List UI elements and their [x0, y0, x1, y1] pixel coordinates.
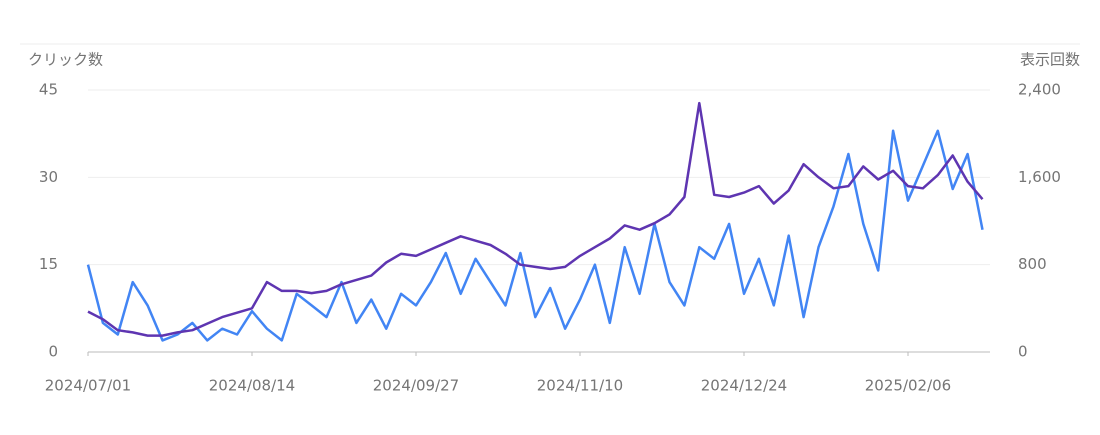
x-tick-label: 2024/09/27 — [373, 377, 459, 395]
x-tick-label: 2024/11/10 — [537, 377, 623, 395]
y2-axis-title: 表示回数 — [1020, 51, 1080, 69]
series-line — [86, 129, 984, 342]
y2-tick-label: 0 — [1018, 343, 1028, 361]
y2-tick-label: 800 — [1018, 255, 1047, 273]
y2-tick-label: 2,400 — [1018, 81, 1061, 99]
x-tick-label: 2024/07/01 — [45, 377, 131, 395]
y-tick-label: 30 — [39, 168, 58, 186]
y-tick-label: 45 — [39, 81, 58, 99]
x-tick-label: 2025/02/06 — [865, 377, 951, 395]
series-line — [87, 101, 984, 337]
y-tick-label: 15 — [39, 255, 58, 273]
y-axis-title: クリック数 — [28, 51, 103, 69]
y-tick-label: 0 — [48, 343, 58, 361]
y2-tick-label: 1,600 — [1018, 168, 1061, 186]
x-tick-label: 2024/08/14 — [209, 377, 295, 395]
x-tick-label: 2024/12/24 — [701, 377, 787, 395]
